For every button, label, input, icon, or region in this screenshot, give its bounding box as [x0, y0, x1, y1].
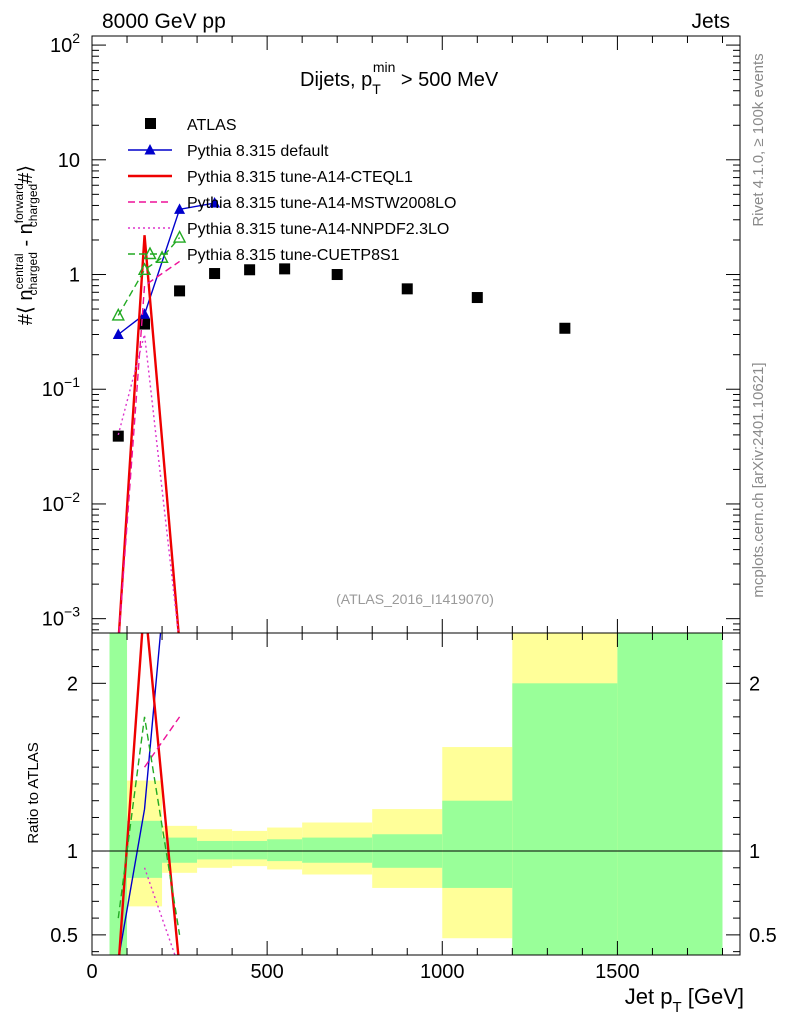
mcplots-label: mcplots.cern.ch [arXiv:2401.10621]	[750, 362, 767, 597]
atlas-point-3	[209, 268, 221, 280]
ratio-tick-label-right-0: 0.5	[749, 925, 777, 947]
atlas-point-9	[559, 322, 571, 334]
ratio-y-axis-label: Ratio to ATLAS	[25, 742, 42, 843]
atlas-point-7	[401, 283, 413, 295]
atlas-point-6	[331, 269, 343, 281]
header-left: 8000 GeV pp	[102, 10, 226, 33]
band-green-3	[197, 840, 233, 860]
ratio-tick-label-left-1: 1	[67, 841, 78, 863]
legend-symbol-5	[128, 246, 172, 260]
ratio-tick-label-right-2: 2	[749, 673, 760, 695]
x-axis-label: Jet pT [GeV]	[625, 984, 744, 1016]
atlas-point-2	[174, 285, 186, 297]
x-tick-label-2: 1000	[420, 961, 465, 983]
legend-label-1: Pythia 8.315 default	[187, 143, 329, 160]
legend-symbol-0	[145, 118, 156, 129]
series-line-4	[117, 334, 180, 633]
series-5-point-1	[137, 262, 152, 275]
legend-label-4: Pythia 8.315 tune-A14-NNPDF2.3LO	[187, 221, 449, 238]
ratio-tick-label-left-2: 2	[67, 673, 78, 695]
atlas-point-0	[112, 430, 124, 442]
y-tick-label-3: 1	[69, 265, 80, 287]
series-5-point-2	[155, 250, 169, 263]
ratio-tick-label-left-0: 0.5	[50, 925, 78, 947]
ratio-tick-label-right-1: 1	[749, 841, 760, 863]
series-1-point-1	[139, 308, 151, 319]
legend-label-5: Pythia 8.315 tune-CUETP8S1	[187, 247, 400, 264]
atlas-point-8	[471, 292, 483, 304]
series-line-2	[117, 235, 180, 633]
series-1-point-0	[112, 328, 124, 339]
legend-triangle	[144, 144, 156, 155]
band-green-8	[442, 800, 513, 888]
band-green-5	[267, 839, 303, 862]
analysis-watermark: (ATLAS_2016_I1419070)	[336, 591, 494, 607]
ratio-line-2	[143, 716, 181, 768]
legend-symbol-1	[128, 144, 172, 155]
legend-square	[145, 118, 156, 129]
svg-text:#⟨ ncentralcharged - nfo: #⟨ ncentralcharged - nforwardcharged#⟩	[12, 165, 40, 325]
y-tick-labels: 10−3 10−2 10−1 1 10 102	[42, 30, 80, 631]
series-line-3	[118, 260, 180, 633]
band-green-0	[109, 633, 128, 955]
x-tick-label-0: 0	[86, 961, 97, 983]
series-line-5	[117, 237, 181, 316]
series-1-point-2	[174, 203, 186, 214]
legend-open-triangle	[143, 246, 157, 260]
ratio-line-0	[118, 633, 162, 955]
y-tick-label-1: 10−2	[42, 489, 80, 516]
series-5-point-0	[111, 307, 125, 321]
ratio-plot-frame	[91, 632, 741, 956]
series-5-point-3	[172, 230, 187, 243]
chart-title: Dijets, pTmin > 500 MeV	[300, 59, 499, 97]
ratio-tick-labels: 0.5 0.5 1 1 2 2	[50, 673, 777, 947]
axis-ticks	[91, 36, 740, 955]
legend-label-0: ATLAS	[187, 117, 237, 134]
x-tick-labels: 0 500 1000 1500	[86, 961, 639, 983]
series-1-point-3	[209, 197, 221, 208]
atlas-point-1	[139, 318, 151, 330]
atlas-point-4	[244, 264, 256, 276]
y-tick-label-5: 102	[50, 30, 80, 57]
ratio-line-1	[118, 633, 180, 955]
band-green-4	[232, 840, 268, 860]
legend-label-2: Pythia 8.315 tune-A14-CTEQL1	[187, 169, 413, 186]
y-tick-label-0: 10−3	[42, 604, 80, 631]
x-tick-label-3: 1500	[595, 961, 640, 983]
ratio-uncertainty-bands	[109, 633, 723, 955]
y-axis-label: #⟨ ncentralcharged - nforwardcharged#⟩	[12, 165, 40, 325]
legend: ATLAS Pythia 8.315 default Pythia 8.315 tu…	[128, 117, 456, 264]
header-right: Jets	[691, 10, 730, 33]
band-green-10	[617, 633, 723, 955]
legend-label-3: Pythia 8.315 tune-A14-MSTW2008LO	[187, 195, 456, 212]
main-series-lines	[111, 197, 571, 633]
atlas-point-5	[279, 263, 291, 275]
y-tick-label-2: 10−1	[42, 374, 80, 401]
band-green-9	[512, 683, 618, 955]
rivet-version-label: Rivet 4.1.0, ≥ 100k events	[750, 53, 767, 226]
x-tick-label-1: 500	[250, 961, 283, 983]
band-green-6	[302, 837, 373, 863]
y-tick-label-4: 10	[58, 150, 80, 172]
